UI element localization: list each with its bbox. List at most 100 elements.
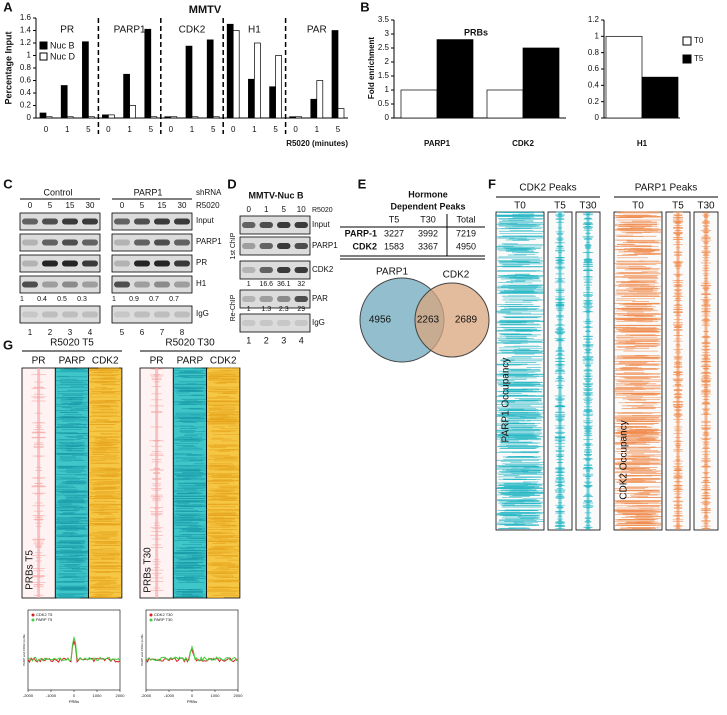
- bar: [170, 116, 178, 119]
- legend-label: T5: [694, 54, 704, 63]
- column-label: PARP: [177, 356, 204, 367]
- x-tick-label: 0: [231, 125, 236, 134]
- x-tick-label: -1000: [164, 693, 175, 698]
- side-label: PRBs T30: [143, 547, 154, 593]
- gel-box: [239, 260, 311, 280]
- gel-band: [242, 296, 256, 302]
- chart-title: MMTV: [189, 4, 222, 16]
- column-label: T0: [632, 201, 644, 212]
- time-label: 5: [282, 205, 287, 214]
- x-tick-label: 1000: [211, 693, 221, 698]
- gel-box: [19, 275, 101, 294]
- row-label: PARP-1: [345, 228, 377, 238]
- lane-label: 6: [140, 328, 145, 337]
- table-cell: 3367: [418, 241, 438, 251]
- column-label: T5: [554, 201, 566, 212]
- time-label: 0: [28, 201, 33, 210]
- lane-label: 1: [28, 328, 33, 337]
- table-cell: 7219: [456, 228, 476, 238]
- gel-band: [294, 243, 308, 249]
- y-tick-label: 0: [595, 113, 600, 122]
- bar: [108, 114, 115, 119]
- y-tick-label: 2: [385, 57, 390, 66]
- x-tick-label: -2000: [23, 693, 34, 698]
- y-tick-label: 1.2: [588, 15, 600, 24]
- profile-frame: [27, 609, 121, 691]
- bar: [144, 28, 152, 119]
- gel-band: [294, 222, 308, 228]
- gel-band: [42, 260, 58, 267]
- bar: [102, 114, 109, 119]
- row-label: PARP1: [312, 241, 338, 250]
- gel-band: [42, 281, 58, 288]
- gel-band: [259, 267, 273, 273]
- gel-band: [22, 239, 38, 246]
- gel-band: [42, 239, 58, 246]
- group-label: H1: [248, 25, 261, 36]
- row-label: IgG: [312, 318, 325, 327]
- quant-label: 1.3: [261, 306, 271, 313]
- bar: [400, 89, 438, 119]
- gel-band: [277, 296, 291, 302]
- panel-label: A: [3, 0, 13, 14]
- panel-title: MMTV-Nuc B: [249, 190, 304, 200]
- bar: [45, 116, 53, 119]
- table-cell: 4950: [456, 241, 476, 251]
- table-header: T5: [389, 214, 400, 224]
- y-tick-label: 0.6: [588, 64, 600, 73]
- gel-band: [242, 243, 256, 249]
- bar: [206, 39, 214, 119]
- x-tick-label: 0: [73, 693, 76, 698]
- bar: [641, 76, 679, 119]
- gel-band: [259, 320, 273, 326]
- gel-band: [294, 320, 308, 326]
- legend-dot: [149, 618, 153, 622]
- row-label: Input: [312, 220, 331, 229]
- time-label: 15: [158, 201, 167, 210]
- gel-box: [239, 313, 311, 333]
- group-label: CDK2: [179, 25, 206, 36]
- legend-label: T0: [694, 36, 704, 45]
- row-label: PR: [196, 258, 207, 267]
- lane-label: 3: [281, 335, 286, 345]
- table-cell: 3227: [384, 228, 404, 238]
- y-tick-label: 3.5: [378, 15, 390, 24]
- gel-band: [134, 260, 150, 267]
- gel-band: [259, 222, 273, 228]
- bar: [66, 116, 74, 119]
- gel-band: [82, 281, 98, 288]
- y-axis-label: PARP and CDK2 profile: [22, 634, 26, 666]
- legend-dot: [31, 618, 35, 622]
- side-label: PARP1 Occupancy: [501, 358, 512, 443]
- venn-label: CDK2: [443, 270, 470, 281]
- gel-band: [277, 320, 291, 326]
- gel-band: [62, 239, 78, 246]
- column-label: PR: [32, 356, 46, 367]
- gel-box: [19, 233, 101, 252]
- gel-band: [134, 218, 150, 225]
- bar: [289, 116, 296, 119]
- y-tick-label: 1: [385, 85, 390, 94]
- lane-label: 5: [120, 328, 125, 337]
- gel-box: [111, 233, 193, 252]
- legend-label: Nuc B: [50, 40, 75, 50]
- x-tick-label: 0: [106, 125, 111, 134]
- gel-box: [111, 254, 193, 273]
- gel-band: [134, 281, 150, 288]
- column-label: CDK2: [210, 356, 237, 367]
- table-header: T30: [420, 214, 436, 224]
- quant-label: 29: [297, 306, 305, 313]
- row-label: Input: [196, 216, 215, 225]
- legend-swatch: [682, 54, 692, 64]
- x-tick-label: H1: [637, 139, 648, 148]
- bar: [226, 23, 234, 119]
- x-tick-label: 0: [44, 125, 49, 134]
- venn-value: 4956: [369, 315, 392, 326]
- gel-band: [174, 239, 190, 246]
- bar: [164, 116, 172, 119]
- time-label: 10: [297, 205, 306, 214]
- lane-label: 1: [246, 335, 251, 345]
- quant-label: 36.1: [277, 281, 291, 288]
- gel-band: [174, 281, 190, 288]
- x-tick-label: 5: [336, 125, 341, 134]
